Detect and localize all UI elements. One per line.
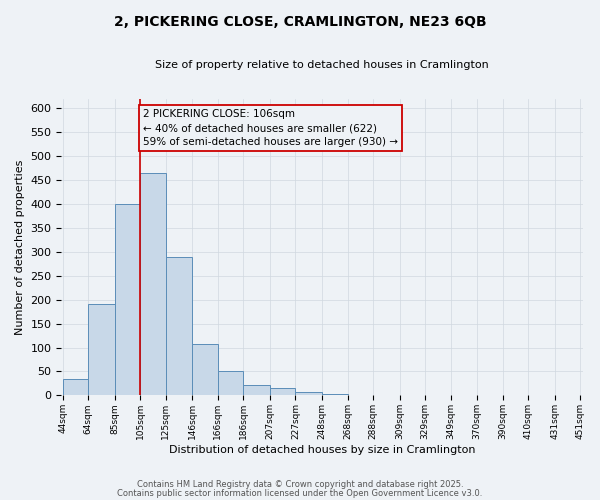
- Text: 2, PICKERING CLOSE, CRAMLINGTON, NE23 6QB: 2, PICKERING CLOSE, CRAMLINGTON, NE23 6Q…: [113, 15, 487, 29]
- Bar: [193, 344, 218, 396]
- Bar: [270, 388, 295, 396]
- Bar: [295, 392, 322, 396]
- Bar: [166, 256, 193, 396]
- Text: Contains public sector information licensed under the Open Government Licence v3: Contains public sector information licen…: [118, 490, 482, 498]
- Title: Size of property relative to detached houses in Cramlington: Size of property relative to detached ho…: [155, 60, 489, 70]
- Text: Contains HM Land Registry data © Crown copyright and database right 2025.: Contains HM Land Registry data © Crown c…: [137, 480, 463, 489]
- Bar: [62, 378, 88, 396]
- Y-axis label: Number of detached properties: Number of detached properties: [15, 160, 25, 334]
- Bar: [243, 385, 270, 396]
- Bar: [140, 173, 166, 396]
- Bar: [115, 204, 140, 396]
- Bar: [322, 394, 347, 396]
- Text: 2 PICKERING CLOSE: 106sqm
← 40% of detached houses are smaller (622)
59% of semi: 2 PICKERING CLOSE: 106sqm ← 40% of detac…: [143, 109, 398, 147]
- X-axis label: Distribution of detached houses by size in Cramlington: Distribution of detached houses by size …: [169, 445, 475, 455]
- Bar: [88, 304, 115, 396]
- Bar: [218, 372, 243, 396]
